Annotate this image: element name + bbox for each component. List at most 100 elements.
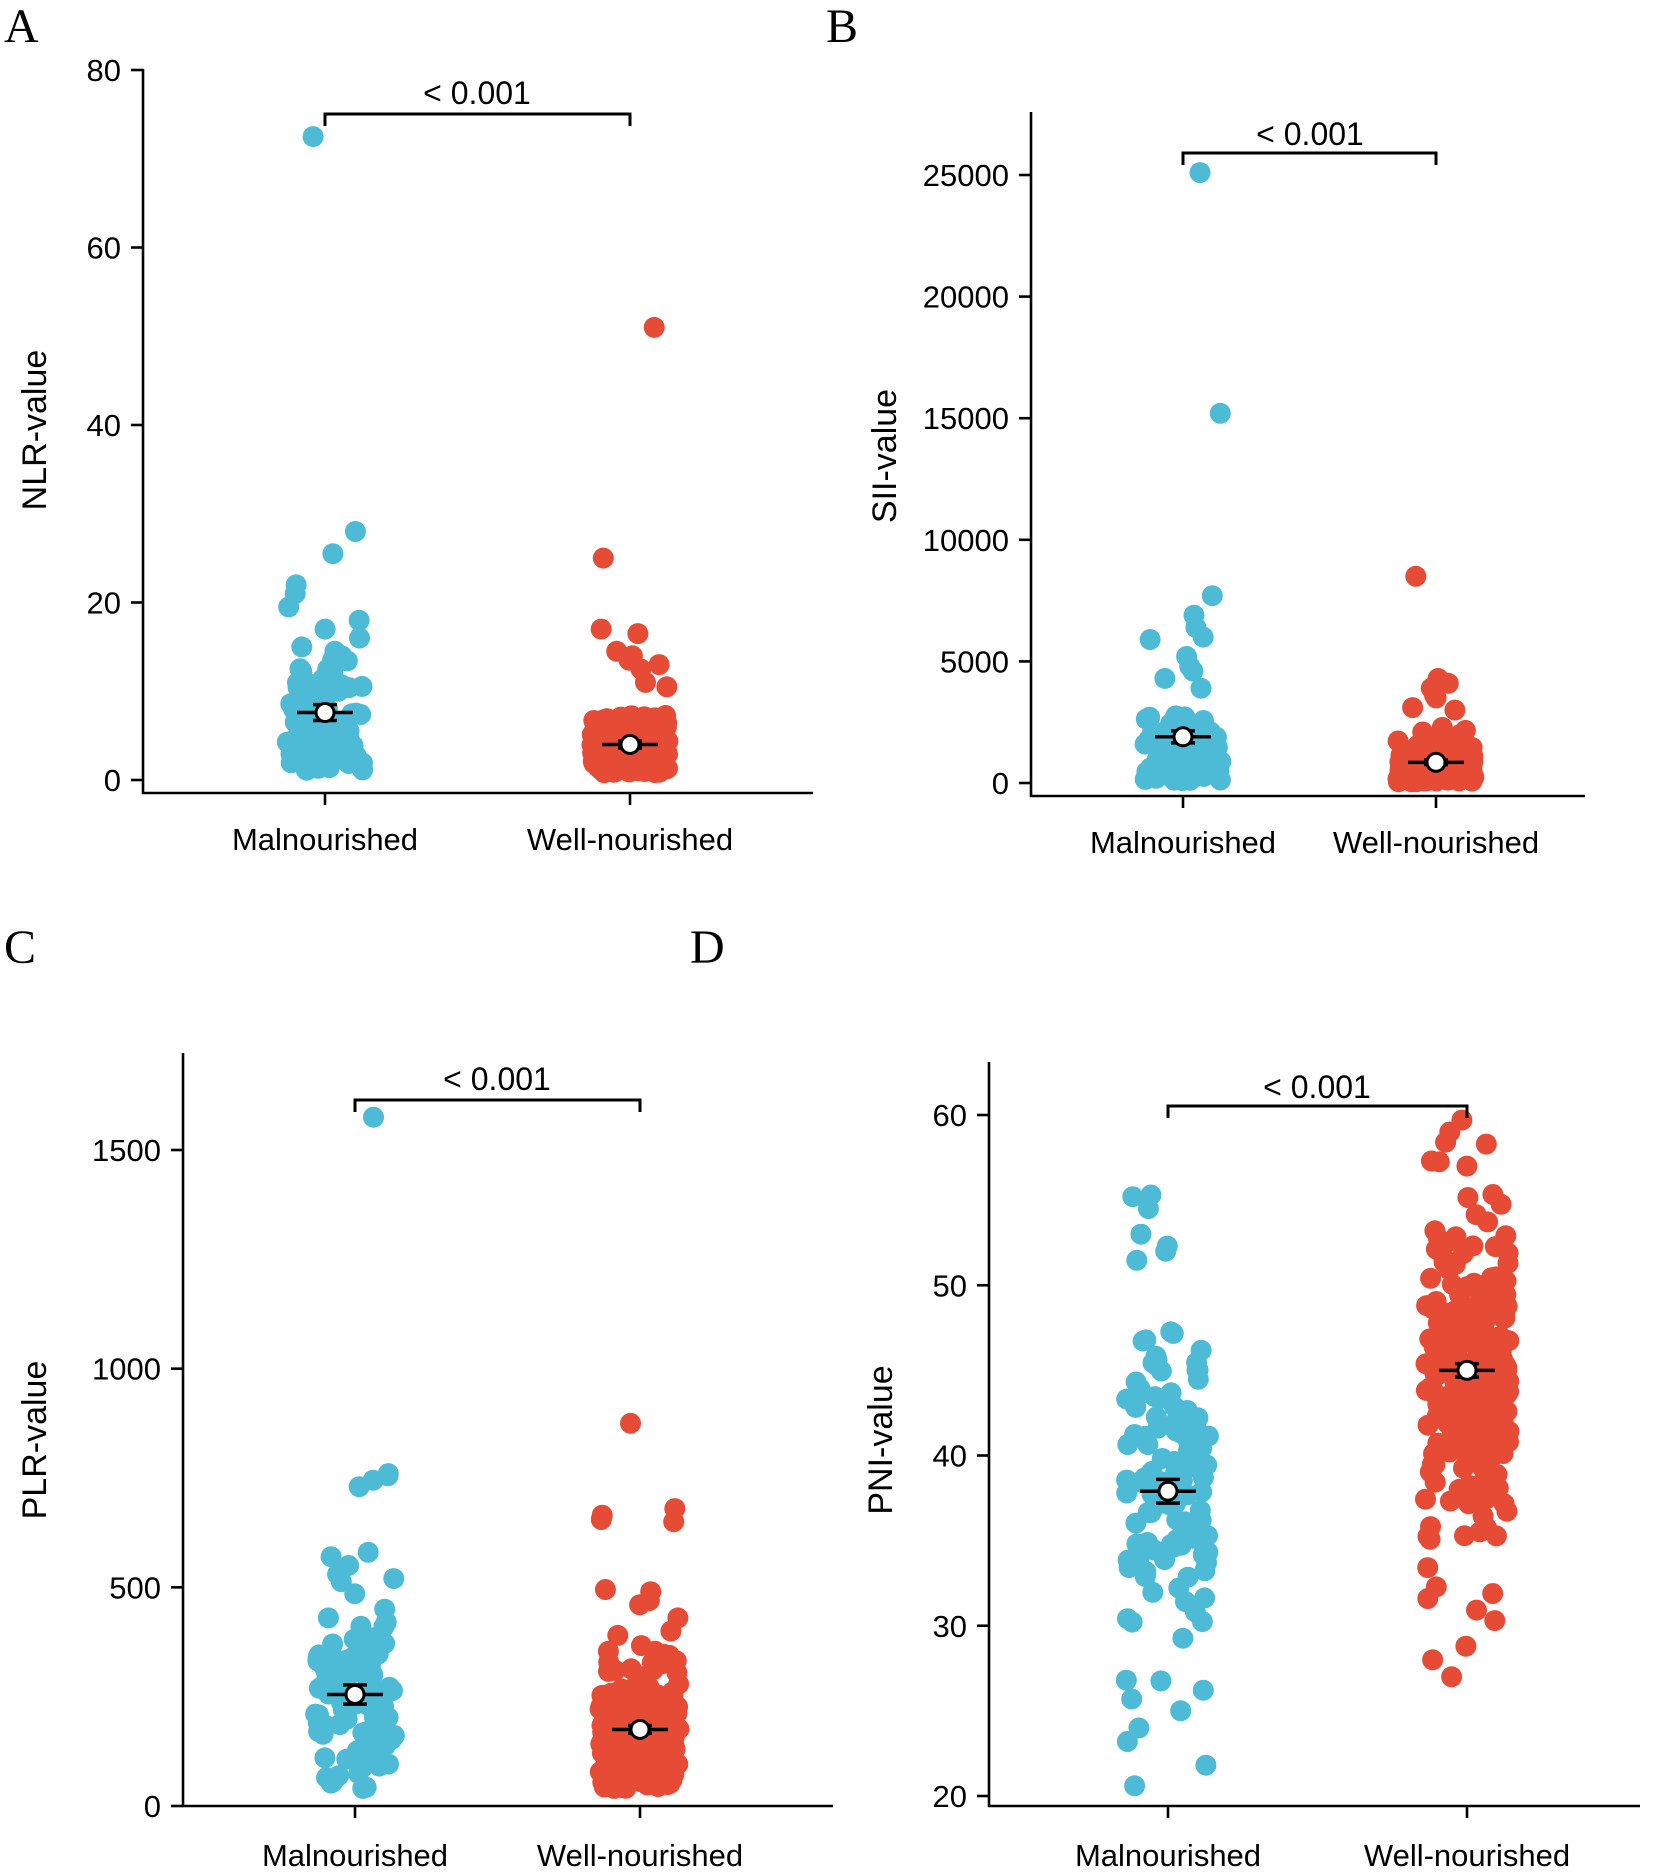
panel-letter-d: D [690,921,725,974]
data-point [343,1628,365,1650]
y-tick-label: 20 [933,1779,967,1814]
data-point [1189,1499,1211,1521]
data-point [1135,708,1157,730]
y-axis-title: NLR-value [16,350,54,511]
data-point [1472,1335,1494,1357]
y-ticks: 0 500 1000 1500 [92,1133,183,1824]
data-point [1455,1454,1477,1476]
data-point [1420,1267,1442,1289]
data-point [1425,687,1447,709]
data-point [1170,1700,1192,1722]
data-point [1490,1193,1512,1215]
data-point [656,676,678,698]
data-point [1411,739,1432,761]
data-point [1462,1235,1484,1257]
data-point [345,702,367,724]
data-point [1437,672,1459,694]
y-tick-label: 40 [87,408,121,443]
data-point [663,1511,685,1533]
x-ticks: Malnourished Well-nourished [1090,796,1539,860]
data-point [635,671,656,693]
data-point [1176,1400,1198,1421]
data-point [1192,1466,1214,1488]
x-ticks: Malnourished Well-nourished [1075,1806,1570,1873]
data-point [631,758,653,780]
data-point [1186,1352,1208,1373]
data-point [1474,1310,1496,1332]
data-point [592,547,614,569]
significance-bracket [353,1098,642,1112]
y-tick-label: 40 [933,1439,967,1474]
data-point [322,543,344,565]
data-point [629,1594,651,1616]
data-point [374,1633,396,1654]
data-point [1395,766,1417,788]
axis-line [181,1053,833,1808]
data-point [1415,1353,1437,1375]
data-point [1126,1249,1148,1271]
data-point [1150,1670,1172,1692]
data-point [1130,1471,1152,1493]
data-point [1484,1610,1506,1632]
data-point [1497,1252,1519,1274]
y-axis-title: PLR-value [16,1361,54,1520]
x-ticks: Malnourished Well-nourished [262,1806,743,1873]
data-point [623,1766,645,1788]
data-point [1130,1223,1152,1245]
data-point [295,671,317,693]
data-point [383,1568,405,1590]
data-point [314,1747,336,1769]
data-point [291,636,313,658]
data-point [1449,1427,1471,1449]
y-tick-label: 20000 [923,280,1009,315]
data-point [1190,677,1212,699]
data-point [1420,1516,1441,1538]
data-point [348,1476,370,1498]
data-point [1466,1599,1487,1621]
data-point [1402,697,1424,719]
data-point [620,1658,642,1680]
data-point [1456,1155,1478,1177]
y-tick-label: 60 [87,231,121,266]
significance-bracket [1166,1104,1469,1118]
data-point [1449,724,1471,745]
data-point [1124,1775,1146,1797]
data-point [648,654,670,676]
data-point [362,1721,384,1743]
x-tick-label: Malnourished [262,1838,448,1873]
data-point [1134,1566,1156,1588]
significance-label: < 0.001 [443,1061,551,1097]
data-point [1140,757,1161,779]
data-point [1195,1754,1217,1776]
y-tick-label: 0 [992,766,1009,801]
data-point [351,675,373,697]
mean-marker [344,1683,366,1705]
significance-bracket [323,112,632,126]
data-point [348,609,370,631]
data-point [1405,565,1427,587]
data-point [352,1777,374,1799]
data-point [1137,1198,1159,1220]
data-point [1432,1333,1454,1355]
points [276,126,679,784]
y-tick-label: 500 [109,1570,161,1605]
panel-b: SII-value 0 5000 10000 15000 20000 25000 Maln… [866,112,1585,860]
y-tick-label: 50 [933,1268,967,1303]
data-point [627,623,649,645]
y-tick-label: 30 [933,1609,967,1644]
data-point [1172,1627,1194,1649]
data-point [1195,759,1217,781]
data-point [1419,1377,1441,1399]
y-tick-label: 80 [87,53,121,88]
data-point [1142,1581,1164,1603]
data-point [641,722,663,744]
data-point [1420,1150,1442,1172]
data-point [1121,1688,1143,1710]
data-point [1416,1295,1438,1317]
data-point [630,1740,652,1762]
y-ticks: 0 5000 10000 15000 20000 25000 [923,158,1031,801]
data-point [652,1747,674,1768]
data-point [1476,1517,1498,1539]
x-ticks: Malnourished Well-nourished [232,793,733,857]
